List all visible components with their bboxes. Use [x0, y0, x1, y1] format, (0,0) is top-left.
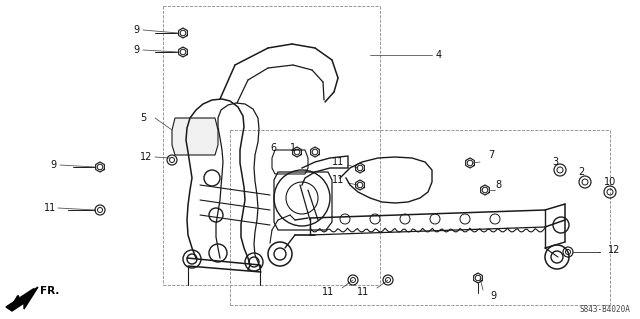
Text: 8: 8 [495, 180, 501, 190]
Text: 11: 11 [332, 175, 344, 185]
Text: FR.: FR. [40, 286, 60, 296]
Text: 11: 11 [44, 203, 56, 213]
Text: 9: 9 [133, 45, 139, 55]
Text: 4: 4 [436, 50, 442, 60]
Text: 9: 9 [490, 291, 496, 301]
Text: 7: 7 [488, 150, 494, 160]
Polygon shape [6, 287, 38, 311]
Text: 2: 2 [578, 167, 584, 177]
Text: 12: 12 [140, 152, 152, 162]
Text: 10: 10 [604, 177, 616, 187]
Text: 11: 11 [322, 287, 334, 297]
Text: 9: 9 [50, 160, 56, 170]
Text: 11: 11 [332, 157, 344, 167]
Polygon shape [172, 118, 218, 155]
Text: 9: 9 [133, 25, 139, 35]
Text: 3: 3 [552, 157, 558, 167]
Text: 5: 5 [140, 113, 147, 123]
Text: 1: 1 [290, 143, 296, 153]
Text: 12: 12 [608, 245, 620, 255]
Text: 6: 6 [270, 143, 276, 153]
Text: S843-B4020A: S843-B4020A [579, 306, 630, 315]
Text: 11: 11 [357, 287, 369, 297]
